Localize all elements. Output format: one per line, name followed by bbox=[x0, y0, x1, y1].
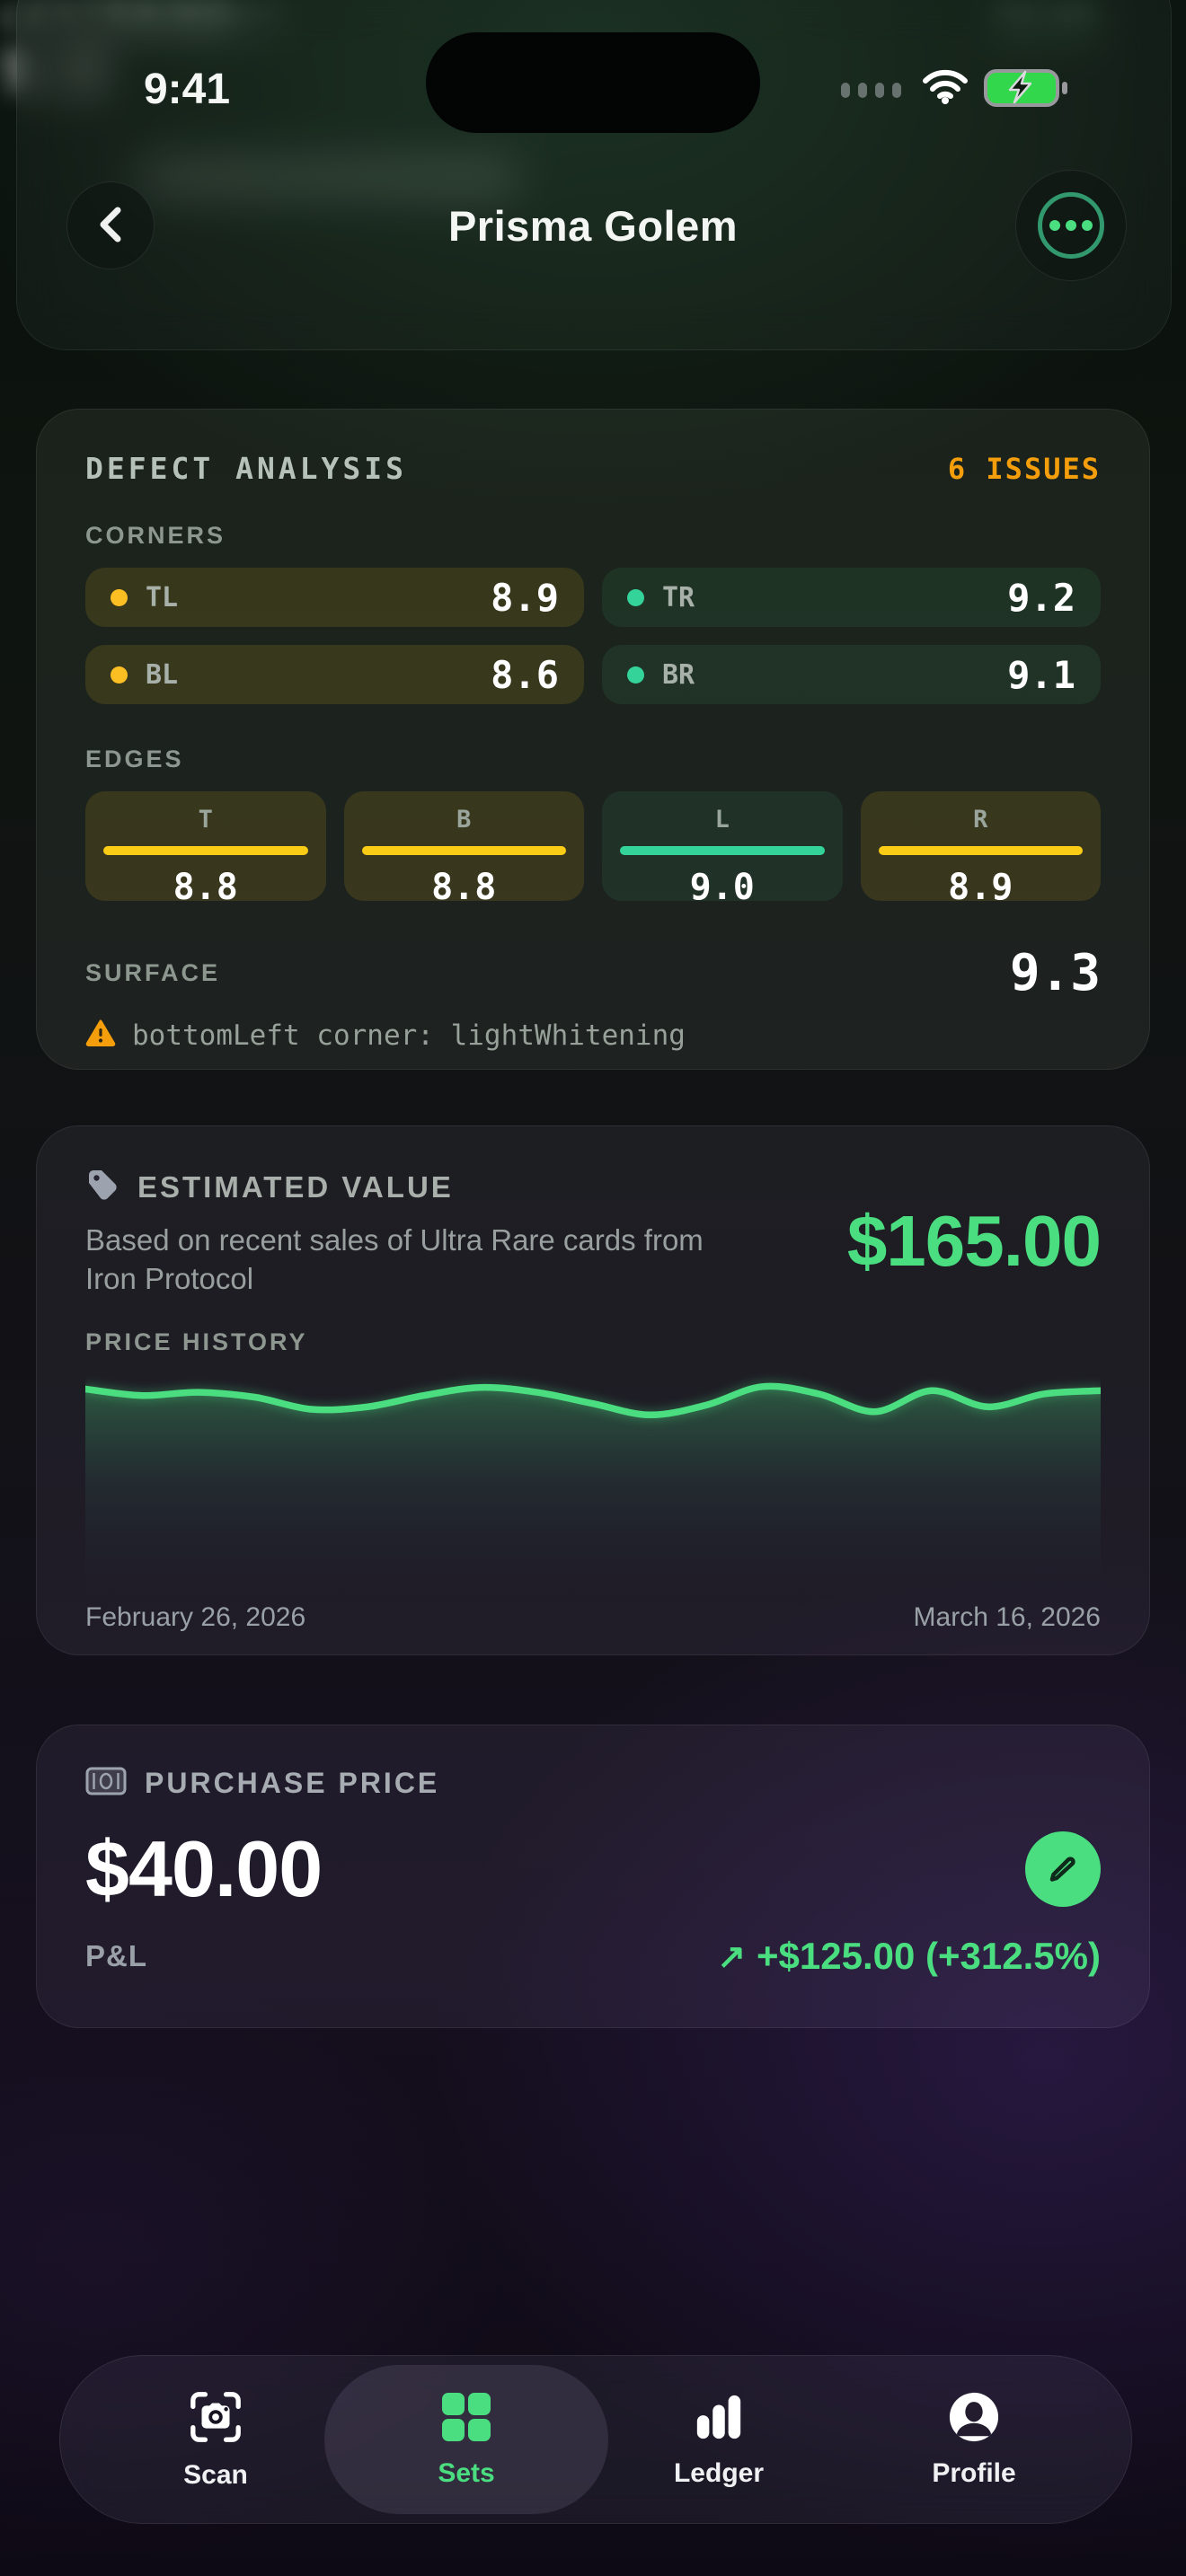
tab-scan[interactable]: Scan bbox=[126, 2356, 305, 2523]
battery-charging-icon bbox=[983, 66, 1069, 114]
banknote-icon bbox=[85, 1767, 127, 1800]
status-dot bbox=[627, 588, 644, 606]
corner-pill-br: BR 9.1 bbox=[602, 645, 1101, 704]
tab-label: Ledger bbox=[673, 2457, 765, 2488]
edge-tile-top: T 8.8 bbox=[85, 791, 326, 908]
edge-value: 8.8 bbox=[431, 867, 497, 908]
corners-section-label: CORNERS bbox=[85, 522, 226, 549]
page-title: Prisma Golem bbox=[447, 202, 739, 250]
person-icon bbox=[948, 2391, 1000, 2448]
corner-pill-tr: TR 9.2 bbox=[602, 568, 1101, 627]
status-time: 9:41 bbox=[143, 66, 231, 113]
price-history-chart bbox=[85, 1371, 1101, 1595]
tag-icon bbox=[85, 1168, 119, 1206]
trend-up-icon: ↗ bbox=[717, 1937, 747, 1976]
edge-score-bar bbox=[361, 846, 566, 855]
tab-label: Profile bbox=[932, 2457, 1016, 2488]
corner-pill-tl: TL 8.9 bbox=[85, 568, 584, 627]
edges-section-label: EDGES bbox=[85, 745, 184, 772]
chart-end-date: March 16, 2026 bbox=[913, 1602, 1101, 1632]
estimated-value-card: ESTIMATED VALUE Based on recent sales of… bbox=[36, 1125, 1150, 1655]
edges-grid: T 8.8 B 8.8 L 9.0 R 8.9 bbox=[85, 791, 1101, 908]
corner-label: BR bbox=[662, 658, 695, 691]
pl-value: ↗ +$125.00 (+312.5%) bbox=[717, 1935, 1101, 1978]
back-chevron-icon bbox=[93, 203, 128, 249]
edit-purchase-price-button[interactable] bbox=[1025, 1831, 1101, 1907]
tab-label: Sets bbox=[438, 2457, 495, 2488]
corner-label: TR bbox=[662, 581, 695, 613]
pl-amount-text: +$125.00 (+312.5%) bbox=[757, 1935, 1101, 1977]
tab-label: Scan bbox=[183, 2459, 248, 2490]
bar-chart-icon bbox=[693, 2391, 745, 2448]
tab-bar: Scan Sets Ledger bbox=[59, 2355, 1132, 2524]
corner-value: 8.6 bbox=[491, 652, 559, 697]
wifi-icon bbox=[922, 68, 969, 109]
estimated-value-amount: $165.00 bbox=[846, 1201, 1102, 1281]
edge-score-bar bbox=[620, 846, 825, 855]
price-history-label: PRICE HISTORY bbox=[85, 1328, 308, 1355]
tab-profile[interactable]: Profile bbox=[884, 2356, 1064, 2523]
estimated-value-title: ESTIMATED VALUE bbox=[137, 1169, 454, 1204]
back-button[interactable] bbox=[66, 181, 155, 269]
corner-pill-bl: BL 8.6 bbox=[85, 645, 584, 704]
status-dot bbox=[111, 588, 128, 606]
edge-label: R bbox=[973, 806, 988, 834]
warning-icon bbox=[85, 1019, 116, 1052]
active-tab-highlight bbox=[324, 2365, 608, 2514]
chart-start-date: February 26, 2026 bbox=[85, 1602, 306, 1632]
corner-label: BL bbox=[146, 658, 179, 691]
purchase-price-title: PURCHASE PRICE bbox=[145, 1767, 440, 1799]
tab-ledger[interactable]: Ledger bbox=[629, 2356, 809, 2523]
more-options-button[interactable] bbox=[1015, 170, 1127, 281]
grid-icon bbox=[440, 2391, 492, 2448]
estimated-value-subtitle: Based on recent sales of Ultra Rare card… bbox=[85, 1223, 704, 1295]
defect-analysis-card: DEFECT ANALYSIS 6 ISSUES CORNERS TL 8.9 … bbox=[36, 409, 1150, 1070]
chart-area-fill bbox=[85, 1386, 1101, 1595]
edge-label: B bbox=[456, 806, 472, 834]
chart-line bbox=[85, 1382, 1101, 1419]
pl-label: P&L bbox=[85, 1939, 147, 1972]
edge-value: 8.9 bbox=[948, 867, 1013, 908]
surface-section-label: SURFACE bbox=[85, 959, 221, 986]
edge-label: T bbox=[198, 806, 213, 834]
corner-label: TL bbox=[146, 581, 179, 613]
surface-score: 9.3 bbox=[1009, 944, 1101, 1002]
corners-grid: TL 8.9 TR 9.2 BL 8.6 BR 9.1 bbox=[85, 568, 1101, 704]
corner-value: 8.9 bbox=[491, 575, 559, 620]
edge-tile-right: R 8.9 bbox=[860, 791, 1101, 908]
edge-value: 8.8 bbox=[173, 867, 238, 908]
purchase-price-amount: $40.00 bbox=[85, 1824, 323, 1913]
edge-tile-left: L 9.0 bbox=[602, 791, 843, 908]
purchase-price-card: PURCHASE PRICE $40.00 P&L ↗ +$125.00 (+3… bbox=[36, 1725, 1150, 2028]
defect-warning-text: bottomLeft corner: lightWhitening bbox=[132, 1019, 686, 1052]
edge-score-bar bbox=[103, 846, 308, 855]
corner-value: 9.2 bbox=[1007, 575, 1075, 620]
status-dot bbox=[627, 666, 644, 684]
tab-sets[interactable]: Sets bbox=[376, 2356, 556, 2523]
corner-value: 9.1 bbox=[1007, 652, 1075, 697]
status-dot bbox=[111, 666, 128, 684]
issues-badge: 6 ISSUES bbox=[947, 451, 1101, 486]
dynamic-island bbox=[426, 32, 760, 133]
cellular-signal-icon bbox=[841, 83, 901, 98]
ellipsis-menu-icon bbox=[1038, 192, 1104, 259]
defect-card-title: DEFECT ANALYSIS bbox=[85, 451, 408, 486]
edge-label: L bbox=[714, 806, 730, 834]
edge-score-bar bbox=[878, 846, 1083, 855]
pencil-icon bbox=[1045, 1850, 1081, 1889]
edge-tile-bottom: B 8.8 bbox=[343, 791, 584, 908]
camera-scan-icon bbox=[188, 2389, 243, 2449]
edge-value: 9.0 bbox=[689, 867, 755, 908]
